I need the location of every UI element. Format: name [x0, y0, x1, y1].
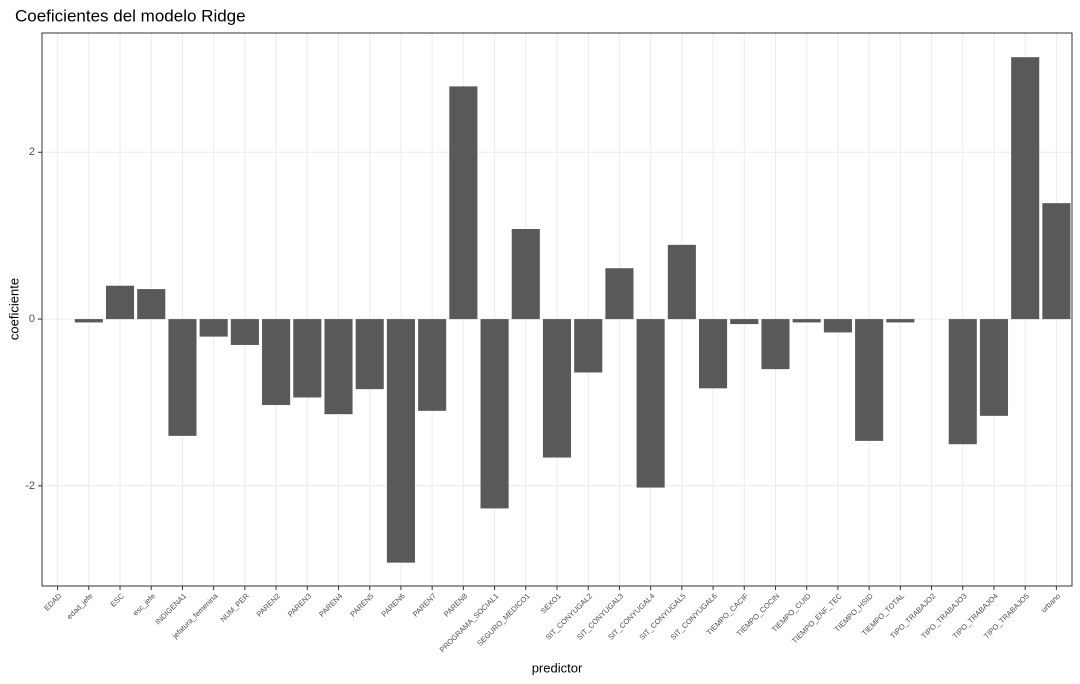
bar [418, 319, 447, 411]
bar [386, 319, 415, 563]
bar [886, 319, 915, 323]
x-tick-label: PROGRAMA_SOCIAL1 [438, 591, 501, 654]
bar [761, 319, 790, 370]
x-tick-label: edad_jefe [65, 591, 95, 621]
bar [480, 319, 509, 509]
bar [667, 244, 696, 320]
bar [230, 319, 259, 345]
x-tick-label: EDAD [42, 591, 64, 613]
bar [792, 319, 821, 323]
x-tick-label: PAREN5 [348, 591, 375, 618]
y-tick-label: -2 [25, 480, 35, 492]
bar [324, 319, 353, 415]
bar [74, 319, 103, 323]
x-tick-label: PAREN8 [442, 591, 469, 618]
bar [636, 319, 665, 488]
bar [1011, 57, 1040, 320]
bar [137, 289, 166, 320]
bar [855, 319, 884, 441]
y-tick-label: 0 [29, 313, 35, 325]
bar [105, 285, 135, 320]
x-tick-label: PAREN2 [255, 591, 282, 618]
bar [542, 319, 572, 458]
bar [1042, 203, 1071, 320]
x-tick-label: PAREN3 [286, 591, 313, 618]
x-tick-label: urbano [1039, 591, 1062, 614]
x-tick-label: ESC [109, 591, 127, 609]
x-axis-label: predictor [532, 660, 583, 675]
bar [979, 319, 1009, 416]
x-tick-label: PAREN4 [317, 591, 344, 618]
bar [823, 319, 852, 333]
bar [168, 319, 197, 436]
x-tick-label: esc_jefe [131, 591, 157, 617]
bar [605, 268, 634, 320]
chart-title: Coeficientes del modelo Ridge [15, 6, 246, 25]
bar [293, 319, 322, 398]
y-axis-label: coeficiente [6, 278, 21, 340]
bar [262, 319, 291, 406]
bar [574, 319, 603, 373]
x-tick-label: NUM_PER [218, 591, 251, 624]
bar [699, 319, 728, 389]
x-tick-label: PAREN6 [380, 591, 407, 618]
bar [449, 86, 478, 320]
bar [511, 229, 540, 320]
bar [355, 319, 384, 390]
bar [730, 319, 759, 325]
bar [948, 319, 977, 445]
x-tick-label: SEXO1 [539, 591, 563, 615]
y-tick-label: 2 [29, 146, 35, 158]
x-tick-label: PAREN7 [411, 591, 438, 618]
bar [199, 319, 228, 337]
plot-border [41, 32, 1073, 587]
x-tick-label: SEGURO_MEDICO1 [475, 591, 531, 647]
